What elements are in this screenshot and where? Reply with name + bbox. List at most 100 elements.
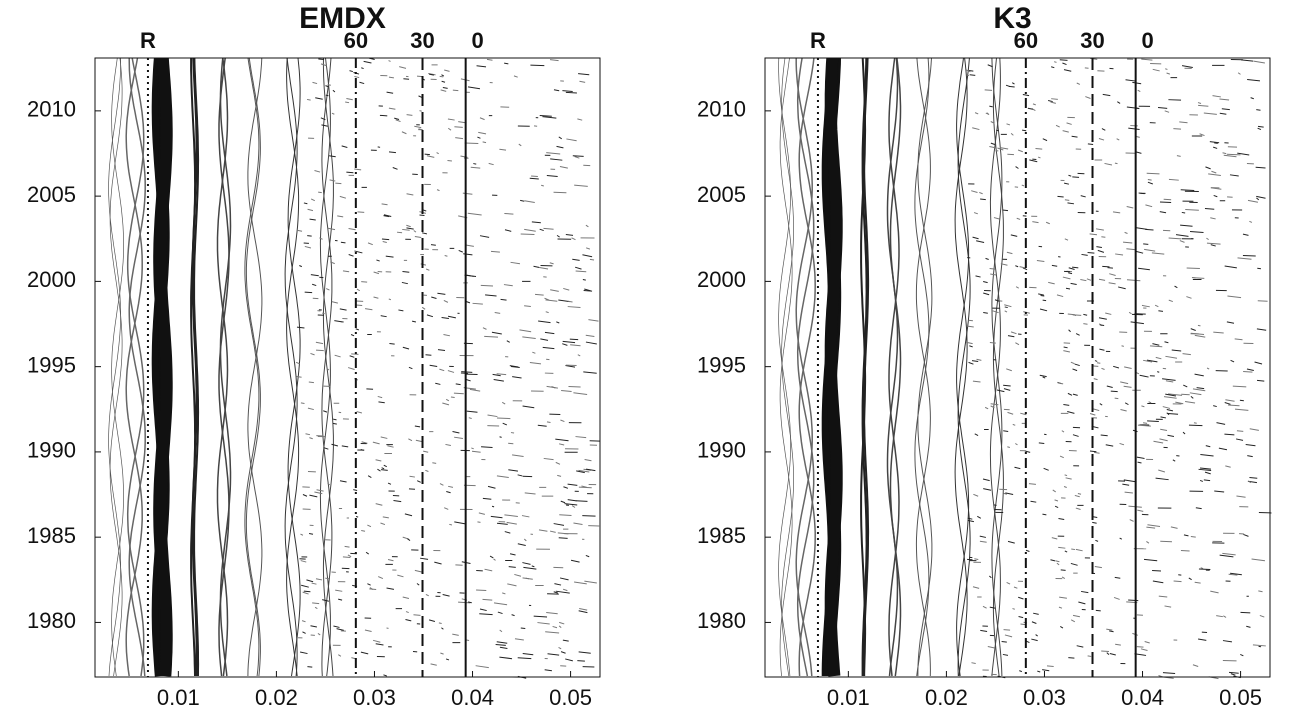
ridge — [190, 58, 197, 677]
speckle — [1143, 422, 1148, 424]
speckle — [452, 89, 459, 92]
speckle — [392, 167, 398, 170]
speckle — [303, 590, 311, 593]
speckle — [421, 306, 426, 310]
speckle — [1063, 346, 1068, 349]
speckle — [1004, 634, 1013, 638]
speckle — [974, 112, 979, 115]
speckle — [562, 340, 576, 344]
chart-title: EMDX — [299, 2, 386, 35]
speckle — [462, 192, 473, 195]
speckle — [558, 299, 570, 303]
ridge — [154, 57, 173, 677]
speckle — [1122, 483, 1130, 486]
speckle — [1195, 507, 1202, 510]
speckle — [479, 235, 490, 238]
speckle — [1004, 310, 1008, 313]
speckle — [1185, 400, 1196, 404]
speckle — [1070, 619, 1076, 623]
speckle — [993, 217, 1000, 220]
speckle — [517, 474, 523, 477]
texture — [778, 57, 1272, 680]
speckle — [1067, 411, 1075, 414]
speckle — [1254, 361, 1263, 365]
speckle — [1048, 100, 1053, 103]
speckle — [342, 556, 351, 558]
speckle — [546, 152, 561, 155]
speckle — [447, 159, 452, 162]
speckle — [504, 229, 512, 232]
speckle — [1259, 614, 1265, 618]
speckle — [984, 89, 993, 91]
speckle — [1245, 444, 1256, 447]
speckle — [1071, 548, 1076, 551]
speckle — [496, 417, 511, 420]
speckle — [544, 669, 552, 672]
speckle — [1204, 471, 1211, 475]
speckle — [1224, 433, 1235, 436]
speckle — [1059, 59, 1068, 61]
speckle — [1011, 82, 1015, 85]
speckle — [1192, 388, 1206, 392]
speckle — [1198, 104, 1209, 107]
speckle — [565, 234, 574, 236]
speckle — [552, 625, 558, 629]
speckle — [1075, 548, 1083, 552]
speckle — [541, 184, 544, 187]
speckle — [1210, 217, 1216, 220]
speckle — [579, 608, 588, 611]
speckle — [1235, 438, 1244, 441]
speckle — [1020, 623, 1026, 626]
speckle — [484, 568, 493, 572]
speckle — [1010, 132, 1014, 136]
speckle — [339, 195, 347, 199]
speckle — [409, 475, 415, 478]
speckle — [463, 253, 473, 256]
speckle — [1105, 444, 1114, 447]
speckle — [1147, 181, 1154, 185]
speckle — [1035, 147, 1043, 150]
speckle — [1101, 128, 1106, 131]
speckle — [1243, 533, 1249, 537]
speckle — [472, 302, 483, 305]
speckle — [323, 410, 328, 413]
speckle — [1062, 276, 1071, 280]
speckle — [983, 292, 990, 296]
x-tick-label: 0.02 — [925, 685, 968, 710]
speckle — [1119, 537, 1123, 540]
speckle — [1158, 310, 1164, 312]
speckle — [553, 591, 559, 594]
speckle — [1159, 211, 1167, 214]
speckle — [307, 407, 314, 411]
speckle — [1230, 673, 1236, 676]
speckle — [1117, 101, 1121, 104]
speckle — [310, 274, 319, 277]
speckle — [1162, 378, 1176, 381]
speckle — [482, 327, 487, 330]
speckle — [309, 218, 316, 221]
speckle — [990, 121, 995, 124]
speckle — [488, 162, 494, 166]
speckle — [1232, 385, 1247, 388]
speckle — [1190, 328, 1196, 331]
speckle — [332, 418, 337, 421]
speckle — [1249, 477, 1258, 479]
speckle — [1125, 79, 1136, 82]
speckle — [1192, 277, 1205, 279]
speckle — [983, 311, 988, 314]
x-tick-label: 0.05 — [549, 685, 592, 710]
speckle — [578, 486, 592, 489]
speckle — [1124, 402, 1129, 406]
speckle — [1032, 221, 1039, 224]
y-tick-label: 2000 — [27, 267, 76, 292]
speckle — [1155, 477, 1169, 481]
ridge — [796, 57, 815, 677]
speckle — [1230, 572, 1242, 576]
speckle — [989, 606, 996, 609]
speckle — [406, 114, 413, 116]
speckle — [373, 296, 379, 299]
speckle — [1163, 198, 1172, 201]
speckle — [519, 329, 532, 333]
speckle — [327, 84, 331, 86]
speckle — [1015, 342, 1020, 346]
